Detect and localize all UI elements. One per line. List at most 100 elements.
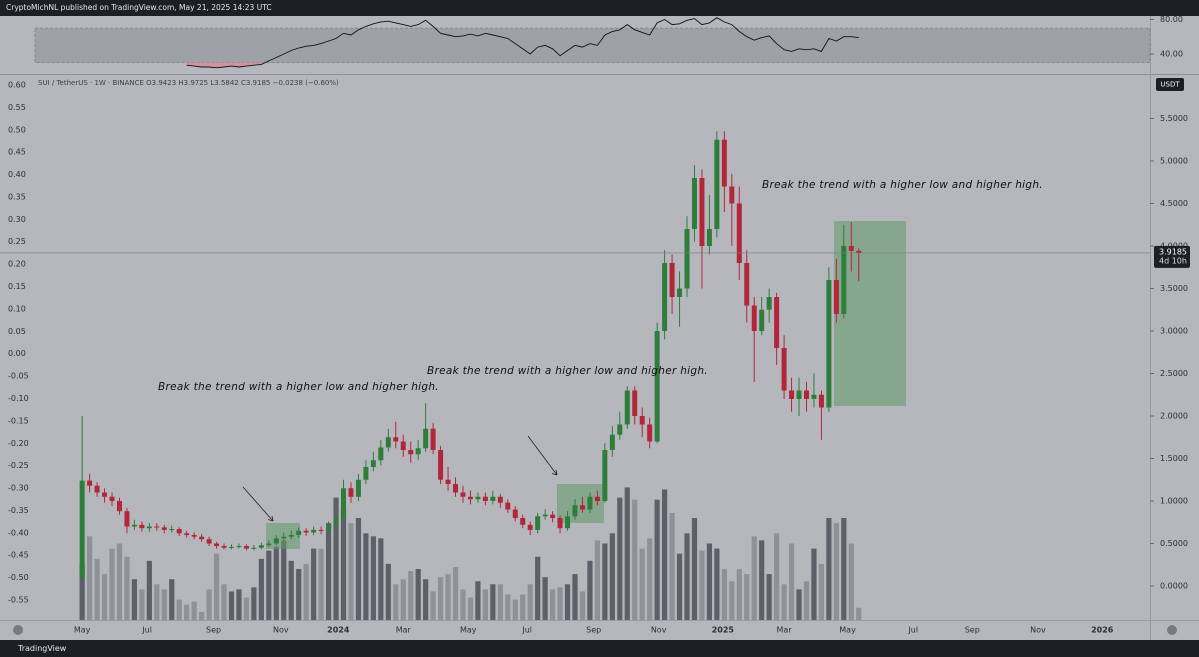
candle-body [116, 501, 122, 512]
candle-body [243, 546, 249, 549]
x-tick-label: Sep [586, 626, 601, 635]
left-tick-label: 0.05 [8, 327, 26, 336]
candle-body [714, 139, 720, 229]
volume-bar [572, 574, 578, 620]
candle-body [288, 535, 294, 537]
candle-body [602, 450, 608, 501]
volume-bar [281, 540, 287, 620]
x-tick-label: Nov [651, 626, 667, 635]
volume-bar [639, 548, 645, 620]
candle-body [296, 530, 302, 535]
volume-bar [602, 543, 608, 620]
volume-bar [94, 558, 100, 620]
volume-bar [781, 584, 787, 620]
x-tick-label: 2025 [712, 626, 735, 635]
y-tick-label: 2.5000 [1160, 369, 1188, 378]
candle-body [214, 543, 220, 547]
candle-body [124, 511, 130, 527]
volume-bar [766, 574, 772, 620]
plot: 80.00 40.00 0.0000 0.5000 1.0000 1.5000 2.0000… [0, 15, 1190, 635]
volume-bar [87, 536, 93, 620]
volume-bar [258, 558, 264, 620]
candle-body [184, 533, 190, 535]
volume-bar [594, 540, 601, 620]
candle-body [699, 178, 705, 246]
candle-body [594, 496, 600, 501]
candle-body [677, 288, 683, 297]
volume-bar [617, 497, 623, 620]
settings-icon[interactable] [1167, 625, 1177, 635]
left-tick-label: 0.40 [8, 170, 26, 179]
candle-body [460, 492, 466, 497]
volume-bar [437, 577, 444, 620]
volume-bar [788, 543, 795, 620]
left-tick-label: -0.15 [8, 416, 29, 425]
candle-body [856, 250, 862, 253]
candle-body [609, 434, 615, 450]
candle-body [199, 536, 205, 540]
left-tick-label: 0.45 [8, 148, 26, 157]
candle-body [766, 297, 772, 310]
left-tick-label: -0.20 [8, 439, 29, 448]
candle-body [348, 488, 354, 497]
candle-body [497, 496, 503, 503]
y-tick-label: 2.0000 [1160, 412, 1188, 421]
candle-body [206, 539, 212, 544]
candle-body [550, 514, 556, 518]
candle-body [557, 518, 563, 529]
volume-bar [176, 599, 182, 620]
volume-bar [647, 538, 653, 620]
candle-body [617, 424, 623, 435]
volume-bar [527, 584, 533, 620]
left-tick-label: 0.35 [8, 192, 26, 201]
volume-bar [542, 577, 548, 620]
volume-bar [714, 548, 720, 620]
volume-bar [452, 566, 459, 620]
candle-body [520, 518, 526, 525]
candle-body [736, 203, 742, 263]
candle-body [490, 496, 496, 501]
left-tick-label: 0.20 [8, 260, 26, 269]
volume-bar [848, 543, 854, 620]
candle-body [355, 479, 361, 497]
candle-body [669, 263, 675, 297]
volume-bar [221, 584, 227, 620]
volume-bar [564, 584, 571, 620]
volume-bar [109, 548, 115, 620]
volume-bar [744, 574, 750, 620]
arrow-head [267, 515, 274, 522]
volume-bar [796, 589, 802, 620]
candle-body [385, 437, 391, 448]
x-tick-label: Sep [965, 626, 980, 635]
candle-body [647, 424, 653, 442]
volume-bar [818, 563, 825, 620]
candle-body [87, 480, 93, 486]
volume-bar [288, 560, 294, 620]
y-tick-label: 3.5000 [1160, 284, 1188, 293]
candle-body [721, 139, 727, 187]
highlight-box [266, 523, 300, 549]
last-price-box [1154, 245, 1190, 268]
left-tick-label: 0.30 [8, 215, 26, 224]
candle-body [632, 390, 638, 416]
x-tick-label: Jul [141, 626, 152, 635]
volume-bar [475, 581, 481, 620]
left-tick-label: -0.55 [8, 596, 29, 605]
candle-body [706, 229, 712, 246]
volume-bar [213, 553, 220, 620]
settings-icon[interactable] [13, 625, 23, 635]
volume-bar [363, 533, 369, 620]
candle-body [378, 447, 384, 461]
volume-bar [729, 581, 735, 620]
volume-bar [774, 533, 780, 620]
volume-bar [139, 589, 145, 620]
arrow-line [527, 435, 558, 476]
y-tick-label: 5.5000 [1160, 114, 1188, 123]
left-tick-label: -0.05 [8, 372, 29, 381]
last-price-label: 3.9185 [1159, 247, 1187, 256]
volume-bar [146, 560, 152, 620]
candle-body [341, 488, 347, 518]
candle-body [79, 480, 85, 578]
candle-body [796, 390, 802, 399]
